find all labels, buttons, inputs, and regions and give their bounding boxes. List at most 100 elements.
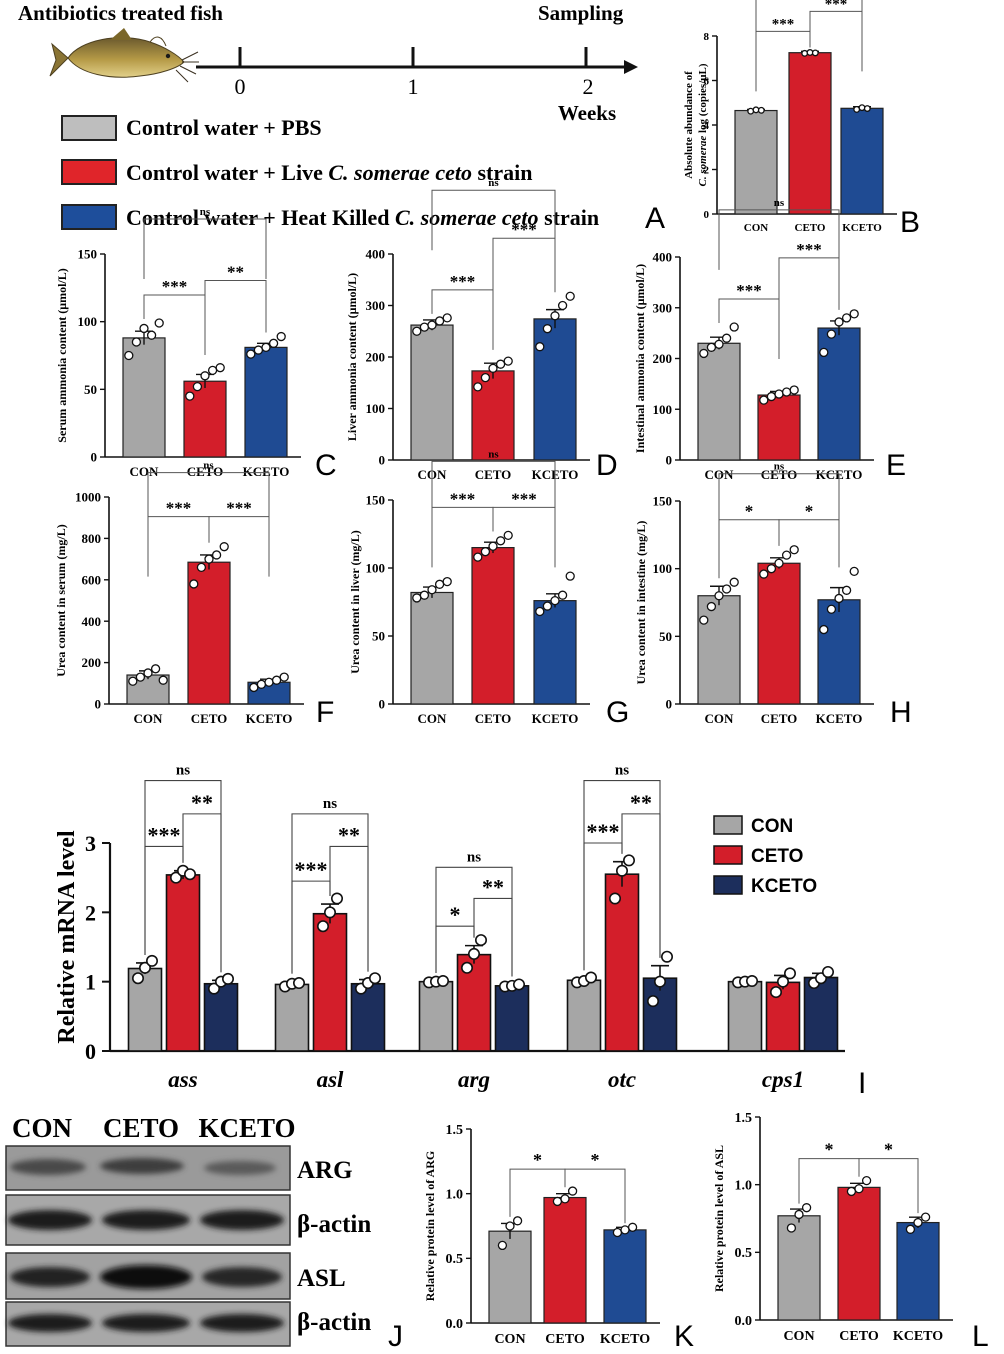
data-point	[615, 864, 628, 877]
significance-bracket	[147, 472, 270, 533]
significance-label: *	[825, 1140, 834, 1160]
panel-letter-d: D	[596, 449, 618, 482]
x-tick-label-otc: otc	[608, 1067, 636, 1092]
data-point	[473, 382, 483, 392]
data-point	[627, 1222, 638, 1232]
data-point	[542, 601, 553, 611]
significance-label: ns	[467, 849, 481, 865]
x-tick-label: KCETO	[842, 222, 882, 234]
data-point	[783, 967, 796, 980]
y-axis-label-line: Serum ammonia content (μmol/L)	[55, 268, 69, 442]
data-point	[826, 604, 837, 614]
data-point	[512, 978, 525, 991]
significance-bracket	[431, 289, 494, 350]
x-tick-label-ass: ass	[168, 1067, 197, 1092]
bar-kceto	[603, 1229, 647, 1324]
y-tick-label: 100	[78, 314, 98, 329]
legend-swatch-ceto	[713, 845, 743, 865]
data-point	[552, 1196, 563, 1207]
legend-swatch-con	[713, 815, 743, 835]
data-point	[434, 579, 445, 589]
y-axis-label-wrap: Relative mRNA level	[54, 830, 80, 1044]
legend-text-pbs-main: Control water + PBS	[126, 115, 322, 140]
y-tick-label: 1	[85, 970, 96, 995]
significance-label: ***	[295, 857, 328, 882]
x-tick-label: CETO	[191, 711, 228, 726]
data-point	[550, 595, 560, 606]
data-point	[150, 664, 161, 674]
bar-ceto	[788, 52, 832, 215]
timeline-tick-2: 2	[583, 74, 594, 99]
x-tick-label: CON	[744, 222, 769, 234]
bar-con	[777, 1215, 821, 1321]
data-point	[858, 104, 866, 112]
bar-ceto	[543, 1196, 587, 1324]
y-tick-label: 100	[366, 401, 386, 416]
x-tick-label: KCETO	[600, 1332, 650, 1347]
data-point	[834, 317, 844, 327]
significance-label: *	[884, 1140, 893, 1160]
data-point	[192, 381, 203, 392]
fish-icon	[49, 28, 199, 83]
bar-ceto	[165, 874, 201, 1052]
data-point	[789, 385, 799, 395]
y-axis-label: Liver ammonia content (μmol/L)	[345, 273, 359, 441]
bar-kceto	[350, 982, 386, 1052]
y-tick-label: 300	[366, 298, 386, 313]
data-point	[249, 682, 259, 693]
data-point	[473, 552, 483, 562]
lane-label-kceto: KCETO	[198, 1113, 295, 1143]
bar-kceto	[533, 318, 577, 461]
data-point	[222, 972, 235, 985]
legend-text-hk-species: C. somerae ceto	[395, 205, 539, 230]
data-point	[841, 585, 852, 595]
data-point	[368, 972, 381, 985]
data-point	[219, 542, 229, 552]
significance-label: ns	[323, 796, 337, 812]
significance-label: **	[630, 790, 652, 815]
data-point	[124, 350, 134, 361]
data-point	[139, 323, 149, 334]
data-point	[170, 871, 183, 884]
data-point	[211, 550, 222, 560]
panel-b: 0 2 4 6 8 Absolute abundance of C. somerae log…	[683, 0, 920, 239]
legend-text-live-species: C. somerae ceto	[328, 160, 472, 185]
significance-label: ns	[203, 460, 214, 472]
significance-label: ns	[774, 461, 785, 473]
significance-label: ***	[772, 16, 795, 32]
panel-letter-l: L	[972, 1320, 989, 1353]
y-tick-label: 150	[366, 493, 386, 508]
data-point	[854, 1184, 864, 1194]
y-tick-label: 100	[653, 561, 673, 576]
y-tick-label: 2	[85, 900, 96, 925]
y-axis-label-species: C. somerae	[697, 136, 709, 187]
data-point	[819, 347, 829, 358]
y-axis-label-line: Relative protein level of ARG	[423, 1151, 437, 1301]
y-tick-label: 2	[704, 164, 710, 176]
significance-bracket	[809, 10, 863, 72]
panel-f: 0 200 400 600 800 1000 Urea content in serum (…	[54, 460, 334, 729]
x-tick-label: CETO	[187, 464, 224, 479]
data-point	[412, 593, 422, 603]
y-axis-label-line: Urea content in liver (mg/L)	[348, 530, 362, 674]
data-point	[786, 1223, 797, 1233]
significance-label: *	[805, 502, 814, 521]
y-tick-label: 100	[653, 402, 673, 417]
data-point	[419, 590, 430, 600]
y-tick-label: 150	[78, 247, 98, 262]
data-point	[139, 961, 152, 974]
panel-letter-h: H	[890, 696, 912, 729]
significance-bracket	[143, 218, 267, 280]
data-point	[608, 892, 621, 905]
significance-label: ***	[162, 277, 188, 296]
legend-label-con: CON	[751, 816, 793, 837]
panel-letter-j: J	[388, 1320, 403, 1353]
bar-kceto	[494, 985, 530, 1052]
significance-label: ns	[176, 763, 190, 779]
y-tick-label: 4	[704, 120, 710, 132]
significance-label: **	[227, 263, 244, 282]
significance-bracket	[144, 780, 222, 973]
blot-label-asl: ASL	[297, 1265, 346, 1292]
data-point	[841, 313, 852, 323]
